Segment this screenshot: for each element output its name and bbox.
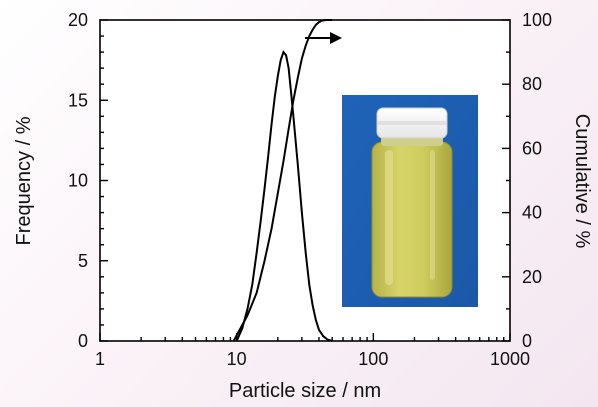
x-tick-label: 10 — [227, 349, 247, 369]
x-tick-label: 1 — [95, 349, 105, 369]
x-tick-label: 1000 — [490, 349, 530, 369]
y-axis-left-title: Frequency / % — [13, 116, 35, 245]
y-left-tick-label: 10 — [68, 171, 88, 191]
cumulative-series-line — [232, 19, 333, 342]
y-right-tick-label: 80 — [522, 74, 542, 94]
y-left-tick-label: 20 — [68, 10, 88, 30]
y-left-tick-label: 0 — [78, 331, 88, 351]
y-left-tick-label: 5 — [78, 251, 88, 271]
x-tick-label: 100 — [358, 349, 388, 369]
y-right-tick-label: 40 — [522, 203, 542, 223]
y-right-tick-label: 100 — [522, 10, 552, 30]
y-right-tick-label: 60 — [522, 138, 542, 158]
frequency-series-line — [235, 50, 333, 342]
series-group — [232, 19, 333, 342]
x-axis-title: Particle size / nm — [229, 380, 381, 402]
y-left-tick-label: 15 — [68, 90, 88, 110]
vial-photo-inset — [342, 95, 478, 307]
y-right-tick-label: 20 — [522, 267, 542, 287]
y-right-tick-label: 0 — [522, 331, 532, 351]
y-axis-right-title: Cumulative / % — [571, 114, 593, 249]
cumulative-axis-arrow — [305, 32, 342, 44]
